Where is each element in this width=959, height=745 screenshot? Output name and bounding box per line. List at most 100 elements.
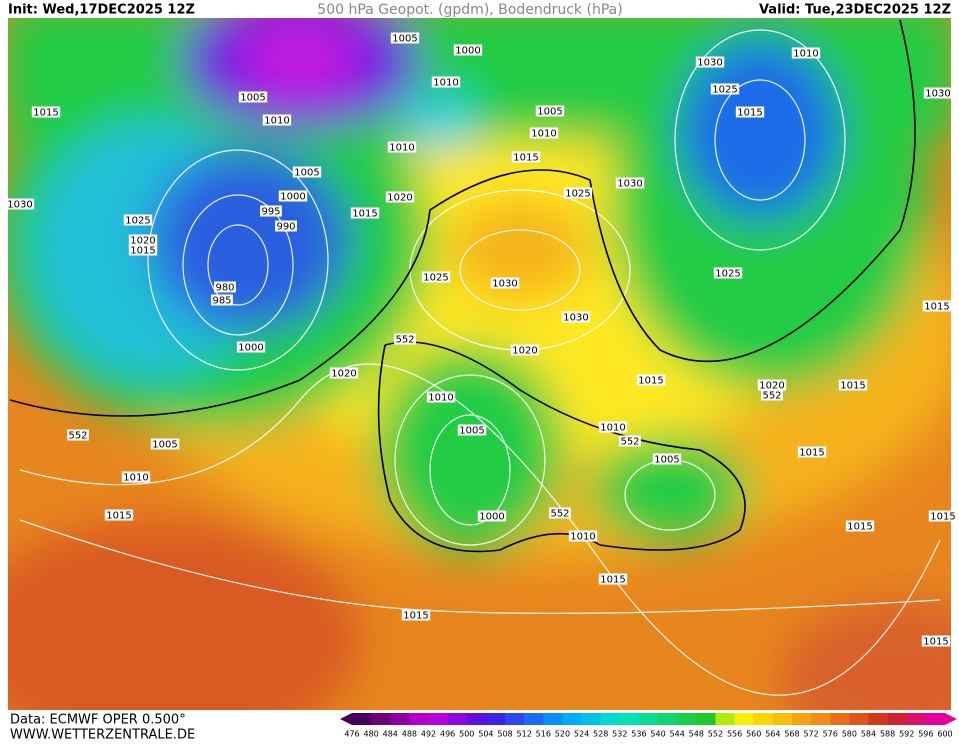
label-box (619, 435, 641, 447)
colorbar-swatch (906, 713, 927, 725)
label-box (922, 300, 952, 312)
colorbar-label: 588 (880, 730, 895, 739)
label-box (797, 446, 827, 458)
colorbar-swatch (811, 713, 831, 725)
colorbar-swatch (505, 713, 525, 725)
contour-label: 985 (212, 296, 231, 307)
contour-label: 1010 (264, 116, 289, 127)
label-box (490, 277, 520, 289)
colorbar-arrow-left (340, 713, 352, 725)
contour-label: 1015 (130, 246, 155, 257)
colorbar-label: 528 (593, 730, 608, 739)
colorbar-label: 576 (823, 730, 838, 739)
colorbar-swatch (734, 713, 755, 725)
contour-label: 1005 (240, 93, 265, 104)
label-box (128, 234, 158, 246)
colorbar-label: 552 (708, 730, 723, 739)
contour-label: 1030 (7, 200, 32, 211)
label-box (511, 151, 541, 163)
colorbar-swatch (925, 713, 946, 725)
init-time: Init: Wed,17DEC2025 12Z (8, 3, 195, 18)
contour-label: 1015 (840, 381, 865, 392)
colorbar-swatch (447, 713, 468, 725)
contour-label: 1020 (331, 369, 356, 380)
colorbar-swatch (715, 713, 736, 725)
contour-label: 995 (261, 207, 280, 218)
contour-label: 1025 (565, 189, 590, 200)
contour-label: 1015 (930, 512, 955, 523)
contour-label: 552 (68, 431, 87, 442)
label-box (549, 507, 571, 519)
label-box (713, 267, 743, 279)
contour-label: 980 (215, 283, 234, 294)
contour-label: 1015 (638, 376, 663, 387)
colorbar-swatch (466, 713, 487, 725)
contour-label: 552 (395, 335, 414, 346)
colorbar: 476 480 484 488 492 496 500 504 508 512 516 520 524 5… (340, 713, 957, 739)
contour-label: 1025 (125, 216, 150, 227)
contour-label: 1005 (654, 455, 679, 466)
colorbar-swatch (753, 713, 774, 725)
colorbar-label: 512 (517, 730, 532, 739)
contour-label: 1010 (389, 143, 414, 154)
contour-label: 552 (762, 391, 781, 402)
colorbar-label: 520 (555, 730, 570, 739)
contour-label: 1015 (403, 611, 428, 622)
label-box (598, 573, 628, 585)
label-box (757, 379, 787, 391)
label-box (838, 379, 868, 391)
contour-label: 1015 (352, 209, 377, 220)
colorbar-label: 532 (612, 730, 627, 739)
map-title: 500 hPa Geopot. (gpdm), Bodendruck (hPa) (317, 2, 622, 18)
colorbar-label: 584 (861, 730, 876, 739)
contour-label: 1020 (130, 236, 155, 247)
label-box (477, 510, 507, 522)
colorbar-label: 592 (899, 730, 914, 739)
contour-label: 1000 (455, 46, 480, 57)
colorbar-label: 492 (421, 730, 436, 739)
label-box (615, 177, 645, 189)
contour-label: 1010 (123, 473, 148, 484)
label-box (385, 191, 415, 203)
label-box (329, 367, 359, 379)
colorbar-label: 500 (459, 730, 474, 739)
label-box (529, 127, 559, 139)
colorbar-swatch (638, 713, 659, 725)
label-box (426, 391, 456, 403)
colorbar-label: 508 (497, 730, 512, 739)
contour-label: 1020 (512, 346, 537, 357)
label-box (710, 83, 740, 95)
colorbar-label: 572 (803, 730, 818, 739)
colorbar-swatch (543, 713, 563, 725)
label-box (563, 187, 593, 199)
contour-label: 1015 (600, 575, 625, 586)
colorbar-label: 504 (478, 730, 493, 739)
colorbar-label: 484 (383, 730, 398, 739)
contour-label: 1000 (280, 192, 305, 203)
colorbar-swatch (409, 713, 430, 725)
colorbar-swatch (428, 713, 449, 725)
colorbar-label: 516 (536, 730, 551, 739)
colorbar-swatch (696, 713, 716, 725)
contour-label: 1025 (715, 269, 740, 280)
colorbar-swatch (352, 713, 372, 725)
colorbar-swatch (619, 713, 640, 725)
contour-label: 1030 (617, 179, 642, 190)
label-box (260, 205, 282, 217)
colorbar-swatch (485, 713, 506, 725)
colorbar-swatch (772, 713, 793, 725)
contour-labels: 1005 1000 1010 1005 1010 1015 1005 1010 1010 1015… (5, 32, 958, 648)
contour-label: 1005 (537, 107, 562, 118)
label-box (5, 198, 35, 210)
colorbar-arrow-right (945, 713, 957, 725)
contour-label: 1010 (793, 49, 818, 60)
contour-label: 1005 (294, 168, 319, 179)
colorbar-label: 600 (937, 730, 952, 739)
colorbar-label: 536 (631, 730, 646, 739)
colorbar-label: 480 (363, 730, 378, 739)
colorbar-swatch (371, 713, 391, 725)
colorbar-swatch (677, 713, 697, 725)
label-box (928, 510, 958, 522)
